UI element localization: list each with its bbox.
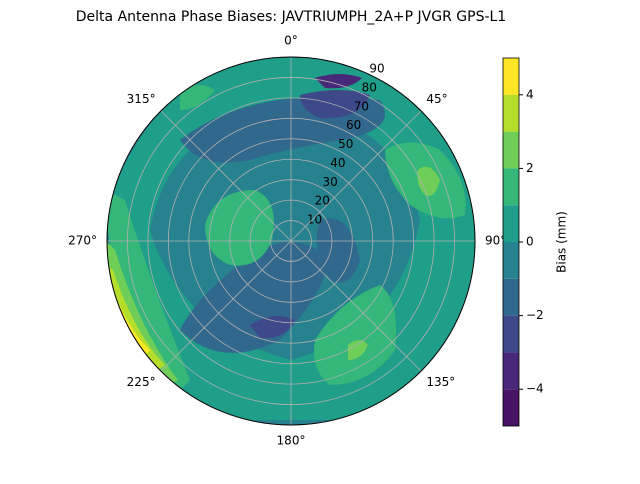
colorbar-tick-label: −4 (526, 382, 544, 396)
colorbar-tick-label: 4 (526, 87, 534, 101)
theta-tick-label: 180° (277, 434, 306, 448)
colorbar-band (503, 205, 519, 242)
chart-title: Delta Antenna Phase Biases: JAVTRIUMPH_2… (76, 9, 506, 25)
r-tick-label: 70 (354, 99, 369, 113)
r-tick-label: 90 (369, 62, 384, 76)
colorbar-band (503, 278, 519, 316)
colorbar-band (503, 315, 519, 353)
colorbar-band (503, 131, 519, 169)
colorbar-tick-label: 2 (526, 161, 534, 175)
theta-tick-label: 90° (485, 234, 506, 248)
colorbar-band (503, 242, 519, 279)
r-tick-label: 40 (330, 156, 345, 170)
colorbar-band (503, 58, 519, 95)
contour-region (417, 166, 440, 196)
r-tick-label: 10 (307, 213, 322, 227)
contour-region (180, 85, 215, 110)
contour-region (180, 242, 330, 353)
theta-tick-label: 225° (127, 375, 156, 389)
colorbar-tick-label: 0 (526, 235, 534, 249)
colorbar-band (503, 94, 519, 132)
theta-tick-label: 45° (426, 92, 447, 106)
colorbar-band (503, 168, 519, 206)
r-tick-label: 80 (362, 80, 377, 94)
r-tick-label: 30 (322, 175, 337, 189)
colorbar-label: Bias (mm) (555, 211, 569, 273)
theta-tick-label: 0° (284, 34, 298, 48)
polar-frame (106, 56, 476, 426)
contour-region (107, 240, 178, 390)
contour-region (314, 285, 396, 385)
grid-spoke (290, 240, 422, 372)
contour-region (348, 340, 368, 360)
contour-region (107, 190, 190, 400)
grid-spoke (290, 110, 422, 242)
colorbar-band (503, 352, 519, 390)
grid-spoke (160, 240, 292, 372)
contour-region (107, 265, 165, 375)
contour-region (316, 218, 360, 283)
r-tick-label: 60 (346, 118, 361, 132)
theta-tick-label: 315° (127, 92, 156, 106)
theta-tick-label: 135° (426, 375, 455, 389)
contour-region (205, 190, 274, 266)
r-tick-label: 50 (338, 137, 353, 151)
theta-tick-label: 270° (68, 234, 97, 248)
colorbar-tick-label: −2 (526, 308, 544, 322)
contour-region (300, 90, 370, 119)
contour-region (315, 74, 362, 89)
contour-region (250, 316, 295, 339)
r-tick-label: 20 (315, 194, 330, 208)
colorbar-band (503, 389, 519, 426)
axes: 10 20 30 40 50 60 70 80 90 0° 45° 90° 135° 180° 225° 27… (68, 34, 506, 448)
grid-spoke (160, 110, 292, 242)
